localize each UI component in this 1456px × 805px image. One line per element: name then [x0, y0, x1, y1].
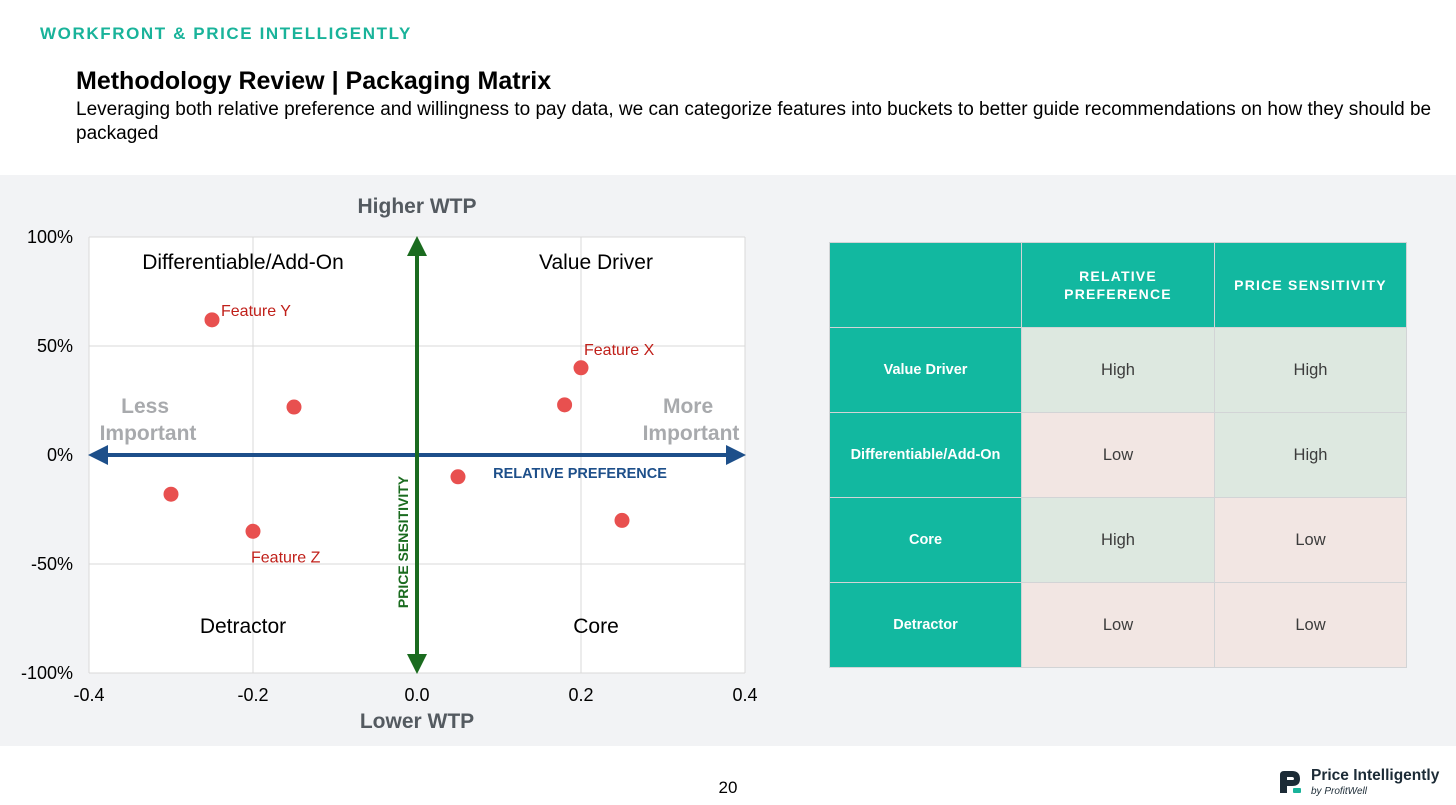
- x-tick-label: -0.2: [237, 685, 268, 705]
- data-point: [245, 523, 261, 539]
- quadrant-label-core: Core: [573, 615, 619, 638]
- more-important-label: More Important: [643, 395, 740, 445]
- quadrant-label-detractor: Detractor: [200, 615, 286, 638]
- column-header-relative-preference-text: RELATIVE PREFERENCE: [1064, 268, 1172, 302]
- logo-name: Price Intelligently: [1311, 767, 1440, 784]
- more-important-line-1: More: [663, 395, 713, 418]
- y-tick-label: 100%: [27, 227, 73, 247]
- relative-preference-label: RELATIVE PREFERENCE: [493, 466, 667, 482]
- cell-detractor-relative-preference: Low: [1021, 582, 1215, 668]
- packaging-matrix-table: RELATIVE PREFERENCE PRICE SENSITIVITY Va…: [829, 242, 1407, 668]
- table-row: Differentiable/Add-On Low High: [829, 412, 1407, 498]
- point-label: Feature Z: [251, 549, 321, 566]
- page-number: 20: [718, 778, 738, 797]
- cell-value-driver-price-sensitivity: High: [1214, 327, 1407, 413]
- y-tick-label: 0%: [47, 445, 73, 465]
- data-point: [163, 486, 179, 502]
- row-label-core: Core: [829, 497, 1022, 583]
- more-important-line-2: Important: [643, 422, 740, 445]
- x-tick-label: 0.2: [568, 685, 593, 705]
- page-subtitle: Leveraging both relative preference and …: [76, 99, 1432, 144]
- quadrant-label-differentiable: Differentiable/Add-On: [142, 251, 344, 274]
- column-header-price-sensitivity-text: PRICE SENSITIVITY: [1234, 277, 1387, 293]
- higher-wtp-label: Higher WTP: [358, 195, 477, 218]
- table-row: Value Driver High High: [829, 327, 1407, 413]
- brand-header: WORKFRONT & PRICE INTELLIGENTLY: [40, 24, 412, 43]
- cell-differentiable-price-sensitivity: High: [1214, 412, 1407, 498]
- data-point: [614, 512, 630, 528]
- row-label-value-driver: Value Driver: [829, 327, 1022, 413]
- y-tick-label: -100%: [21, 663, 73, 683]
- data-point: [573, 360, 589, 376]
- data-point: [557, 397, 573, 413]
- row-label-differentiable: Differentiable/Add-On: [829, 412, 1022, 498]
- column-header-relative-preference: RELATIVE PREFERENCE: [1021, 242, 1215, 328]
- table-row: Detractor Low Low: [829, 582, 1407, 668]
- less-important-line-2: Important: [100, 422, 197, 445]
- data-point: [450, 469, 466, 485]
- less-important-label: Less Important: [100, 395, 197, 445]
- data-point: [204, 312, 220, 328]
- table-header-row: RELATIVE PREFERENCE PRICE SENSITIVITY: [829, 242, 1407, 328]
- price-intelligently-logo-icon: [1280, 771, 1301, 793]
- page-title: Methodology Review | Packaging Matrix: [76, 67, 552, 95]
- row-label-detractor: Detractor: [829, 582, 1022, 668]
- price-intelligently-logo: Price Intelligently by ProfitWell: [1278, 767, 1440, 797]
- column-header-price-sensitivity: PRICE SENSITIVITY: [1214, 242, 1407, 328]
- less-important-line-1: Less: [121, 395, 169, 418]
- x-tick-label: 0.0: [404, 685, 429, 705]
- lower-wtp-label: Lower WTP: [360, 710, 474, 733]
- data-point: [286, 399, 302, 415]
- cell-core-relative-preference: High: [1021, 497, 1215, 583]
- y-tick-label: -50%: [31, 554, 73, 574]
- logo-byline: by ProfitWell: [1311, 786, 1367, 797]
- y-tick-label: 50%: [37, 336, 73, 356]
- x-tick-label: -0.4: [73, 685, 104, 705]
- cell-value-driver-relative-preference: High: [1021, 327, 1215, 413]
- table-corner-cell: [829, 242, 1022, 328]
- table-row: Core High Low: [829, 497, 1407, 583]
- point-label: Feature Y: [221, 303, 291, 320]
- price-sensitivity-label: PRICE SENSITIVITY: [395, 475, 411, 608]
- point-label: Feature X: [584, 342, 655, 359]
- cell-differentiable-relative-preference: Low: [1021, 412, 1215, 498]
- packaging-matrix-chart: -0.4 -0.2 0.0 0.2 0.4 100% 50% 0% -50% -100% High…: [21, 195, 758, 733]
- cell-detractor-price-sensitivity: Low: [1214, 582, 1407, 668]
- quadrant-label-value-driver: Value Driver: [539, 251, 653, 274]
- cell-core-price-sensitivity: Low: [1214, 497, 1407, 583]
- x-tick-label: 0.4: [732, 685, 757, 705]
